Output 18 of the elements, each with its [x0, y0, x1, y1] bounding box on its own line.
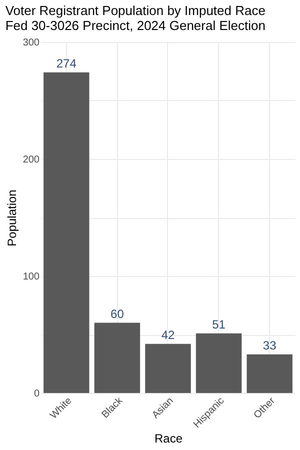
- data-label: 33: [262, 338, 277, 352]
- y-tick-label: 300: [22, 38, 40, 48]
- y-tick-label: 200: [22, 154, 40, 166]
- data-label: 60: [110, 306, 124, 321]
- y-axis-title: Population: [4, 190, 19, 246]
- data-label: 51: [212, 317, 226, 332]
- text: Voter Registrant Population by Imputed Race: [5, 3, 266, 18]
- bar: [44, 72, 90, 393]
- bar: [196, 333, 242, 393]
- data-label: 274: [56, 56, 77, 70]
- bar: [145, 344, 191, 393]
- y-tick-label: 0: [34, 388, 40, 400]
- data-label: 42: [161, 328, 175, 342]
- bar: [94, 322, 140, 393]
- bar: [246, 354, 292, 393]
- text: Fed 30-3026 Precinct, 2024 General Election: [5, 18, 266, 33]
- x-axis-title: Race: [154, 432, 183, 446]
- y-tick-label: 100: [22, 272, 40, 282]
